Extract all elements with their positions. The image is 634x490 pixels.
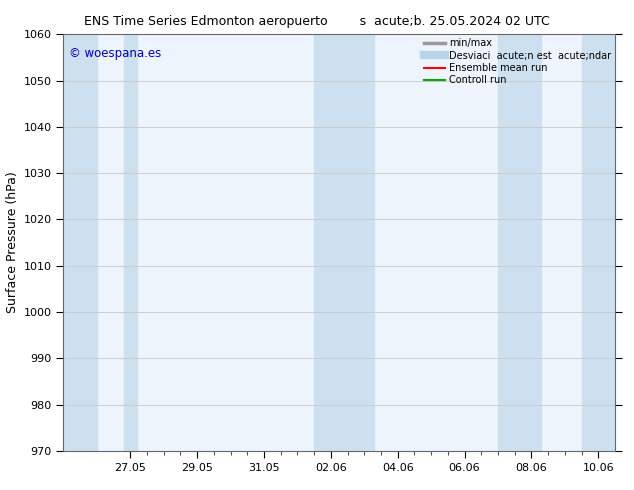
Text: ENS Time Series Edmonton aeropuerto        s  acute;b. 25.05.2024 02 UTC: ENS Time Series Edmonton aeropuerto s ac… [84, 15, 550, 28]
Bar [498, 34, 541, 451]
Text: © woespana.es: © woespana.es [69, 47, 161, 60]
Bar [63, 34, 97, 451]
Bar [581, 34, 615, 451]
Bar [314, 34, 374, 451]
Bar [124, 34, 137, 451]
Legend: min/max, Desviaci  acute;n est  acute;ndar, Ensemble mean run, Controll run: min/max, Desviaci acute;n est acute;ndar… [422, 36, 613, 87]
Y-axis label: Surface Pressure (hPa): Surface Pressure (hPa) [6, 172, 19, 314]
